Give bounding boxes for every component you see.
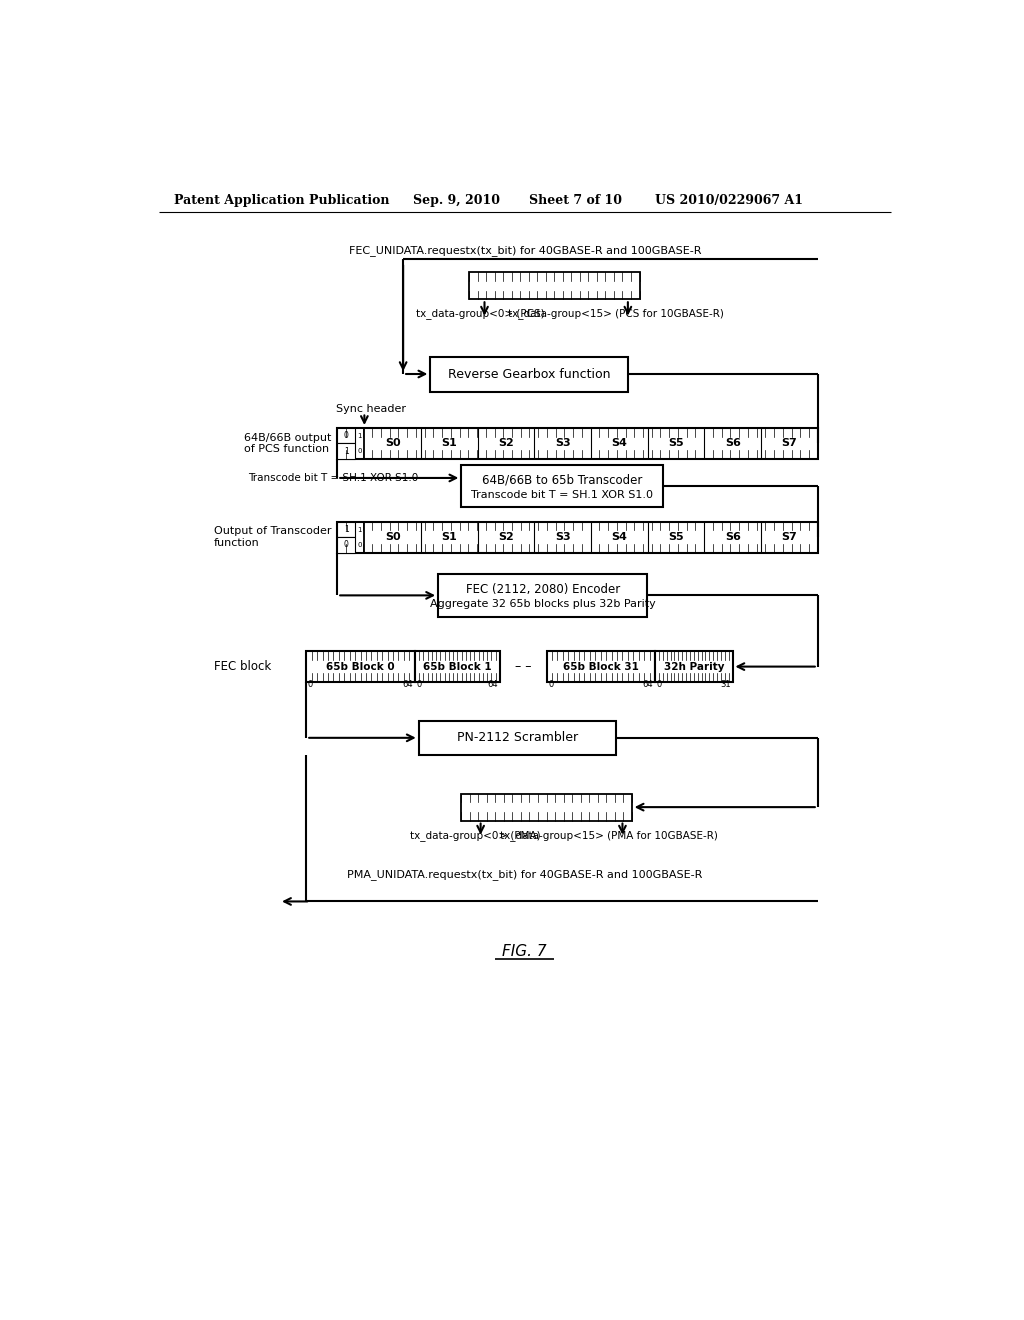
Text: Aggregate 32 65b blocks plus 32b Parity: Aggregate 32 65b blocks plus 32b Parity <box>430 599 655 609</box>
Text: 1: 1 <box>344 446 348 455</box>
Text: 64B/66B output
of PCS function: 64B/66B output of PCS function <box>244 433 331 454</box>
Bar <box>337 537 355 553</box>
Text: 0: 0 <box>548 681 553 689</box>
Text: 64: 64 <box>643 681 653 689</box>
Text: S1: S1 <box>441 438 458 449</box>
Text: 1: 1 <box>357 433 361 438</box>
Text: 0: 0 <box>417 681 422 689</box>
Text: 0: 0 <box>308 681 313 689</box>
Bar <box>337 521 818 553</box>
Bar <box>337 444 355 459</box>
Text: 65b Block 1: 65b Block 1 <box>423 661 492 672</box>
Text: FEC_UNIDATA.requestx(tx_bit) for 40GBASE-R and 100GBASE-R: FEC_UNIDATA.requestx(tx_bit) for 40GBASE… <box>348 246 701 256</box>
Text: FIG. 7: FIG. 7 <box>503 944 547 960</box>
Text: Sync header: Sync header <box>336 404 406 413</box>
Text: – –: – – <box>515 660 531 673</box>
Text: S7: S7 <box>781 438 798 449</box>
Bar <box>419 721 616 755</box>
Text: 1: 1 <box>344 525 348 535</box>
Bar <box>337 428 818 459</box>
Text: S5: S5 <box>669 438 684 449</box>
Text: tx_data-group<0> (PMA): tx_data-group<0> (PMA) <box>410 830 541 841</box>
Text: FEC (2112, 2080) Encoder: FEC (2112, 2080) Encoder <box>466 582 620 595</box>
Bar <box>547 651 655 682</box>
Bar <box>655 651 732 682</box>
Text: S4: S4 <box>611 438 628 449</box>
Text: 65b Block 31: 65b Block 31 <box>563 661 639 672</box>
Text: 0: 0 <box>357 447 361 454</box>
Text: 65b Block 0: 65b Block 0 <box>327 661 395 672</box>
Bar <box>430 358 628 392</box>
Text: tx_data-group<15> (PCS for 10GBASE-R): tx_data-group<15> (PCS for 10GBASE-R) <box>508 309 724 319</box>
Text: S0: S0 <box>385 438 400 449</box>
Bar <box>438 574 647 616</box>
Text: 0: 0 <box>344 540 348 549</box>
Text: 31: 31 <box>720 681 731 689</box>
Text: FEC block: FEC block <box>214 660 271 673</box>
Bar <box>337 428 355 444</box>
Text: US 2010/0229067 A1: US 2010/0229067 A1 <box>655 194 803 207</box>
Text: Sheet 7 of 10: Sheet 7 of 10 <box>529 194 623 207</box>
Text: 0: 0 <box>656 681 662 689</box>
Text: 0: 0 <box>344 432 348 440</box>
Text: Output of Transcoder
function: Output of Transcoder function <box>214 527 331 548</box>
Bar <box>461 465 663 507</box>
Text: Transcode bit T = SH.1 XOR S1.0: Transcode bit T = SH.1 XOR S1.0 <box>471 490 653 499</box>
Text: PMA_UNIDATA.requestx(tx_bit) for 40GBASE-R and 100GBASE-R: PMA_UNIDATA.requestx(tx_bit) for 40GBASE… <box>347 869 702 880</box>
Text: S2: S2 <box>499 438 514 449</box>
Text: 32h Parity: 32h Parity <box>664 661 724 672</box>
Text: S1: S1 <box>441 532 458 543</box>
Text: Reverse Gearbox function: Reverse Gearbox function <box>447 368 610 381</box>
Text: 64B/66B to 65b Transcoder: 64B/66B to 65b Transcoder <box>482 473 642 486</box>
Bar <box>306 651 415 682</box>
Bar <box>415 651 500 682</box>
Bar <box>337 521 355 537</box>
Bar <box>461 793 632 821</box>
Text: S7: S7 <box>781 532 798 543</box>
Text: S3: S3 <box>555 438 570 449</box>
Text: tx_data-group<0> (PCS): tx_data-group<0> (PCS) <box>417 309 545 319</box>
Text: PN-2112 Scrambler: PN-2112 Scrambler <box>457 731 578 744</box>
Text: S6: S6 <box>725 438 740 449</box>
Text: 0: 0 <box>357 543 361 548</box>
Text: S4: S4 <box>611 532 628 543</box>
Bar <box>469 272 640 300</box>
Text: S3: S3 <box>555 532 570 543</box>
Text: 64: 64 <box>487 681 499 689</box>
Text: S2: S2 <box>499 532 514 543</box>
Text: S6: S6 <box>725 532 740 543</box>
Text: S0: S0 <box>385 532 400 543</box>
Text: 64: 64 <box>402 681 414 689</box>
Text: S5: S5 <box>669 532 684 543</box>
Text: 1: 1 <box>357 527 361 532</box>
Text: Sep. 9, 2010: Sep. 9, 2010 <box>414 194 500 207</box>
Text: Patent Application Publication: Patent Application Publication <box>174 194 390 207</box>
Text: tx_data-group<15> (PMA for 10GBASE-R): tx_data-group<15> (PMA for 10GBASE-R) <box>500 830 718 841</box>
Text: Transcode bit T = SH.1 XOR S1.0: Transcode bit T = SH.1 XOR S1.0 <box>248 473 419 483</box>
